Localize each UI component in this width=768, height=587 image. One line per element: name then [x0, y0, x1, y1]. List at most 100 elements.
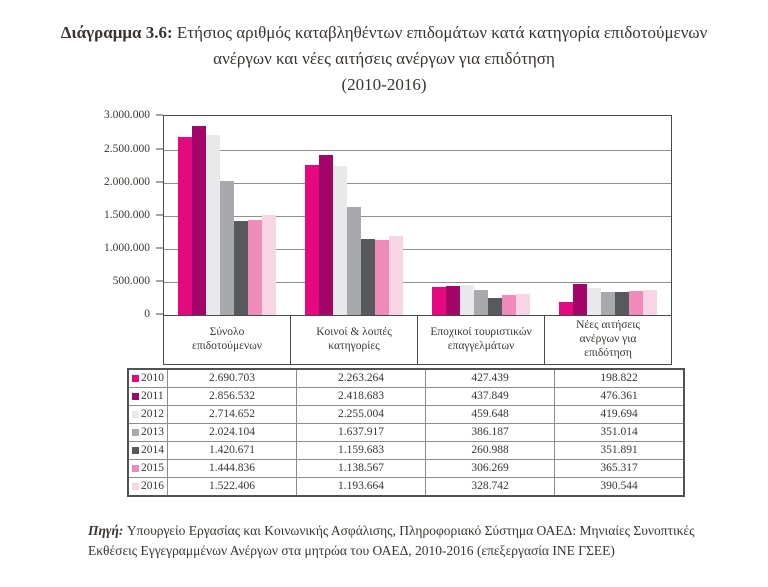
bar-group [291, 116, 418, 316]
gridline [164, 249, 671, 251]
value-cell: 2.263.264 [296, 368, 426, 388]
bar-2015 [628, 291, 643, 316]
bar-2013 [600, 292, 615, 316]
table-row: 2015 1.444.836 1.138.567 306.269 365.317 [127, 458, 685, 478]
plot-area [163, 115, 672, 317]
y-tick-label: 500.000 [112, 275, 150, 288]
legend-swatch [132, 464, 139, 472]
bar-2010 [305, 165, 320, 316]
value-cell: 2.024.104 [167, 422, 297, 442]
value-cell: 419.694 [554, 404, 685, 424]
value-cell: 2.714.652 [167, 404, 297, 424]
y-axis: 3.000.000 2.500.000 2.000.000 1.500.000 1.00… [88, 109, 163, 320]
legend-swatch [132, 392, 139, 400]
bar-2015 [501, 295, 516, 316]
bar-2014 [234, 221, 249, 316]
chart-title-label: Διάγραμμα 3.6: [60, 23, 177, 42]
table-row: 2012 2.714.652 2.255.004 459.648 419.694 [127, 404, 685, 424]
value-cell: 437.849 [425, 386, 555, 406]
y-tick-mark [156, 114, 163, 116]
table-row: 2010 2.690.703 2.263.264 427.439 198.822 [127, 368, 685, 388]
bar-2012 [206, 135, 221, 316]
bar-2014 [487, 298, 502, 316]
year-cell: 2012 [127, 404, 168, 424]
bar-2014 [361, 238, 376, 316]
value-cell: 1.444.836 [167, 458, 297, 478]
bar-2012 [586, 287, 601, 316]
bar-2016 [262, 214, 277, 316]
bar-2012 [459, 285, 474, 316]
year-label: 2014 [141, 444, 164, 457]
y-tick-label: 1.500.000 [104, 208, 150, 221]
value-cell: 365.317 [554, 458, 685, 478]
value-cell: 2.418.683 [296, 386, 426, 406]
legend-swatch [132, 428, 139, 436]
bar-2010 [431, 287, 446, 316]
bar-2014 [614, 292, 629, 316]
bar-2016 [642, 289, 657, 316]
value-cell: 386.187 [425, 422, 555, 442]
bar-2010 [558, 302, 573, 316]
value-cell: 1.138.567 [296, 458, 426, 478]
category-label: Νέες αιτήσεις ανέργων για επιδότηση [544, 316, 671, 364]
bar-2012 [333, 165, 348, 316]
bar-2016 [515, 293, 530, 316]
table-row: 2016 1.522.406 1.193.664 328.742 390.544 [127, 476, 685, 497]
y-tick-mark [156, 181, 163, 183]
bar-2011 [319, 155, 334, 316]
bar-2016 [389, 236, 404, 316]
bar-2011 [192, 126, 207, 316]
x-axis-categories: Σύνολο επιδοτούμενων Κοινοί & λοιπές κατη… [163, 316, 672, 365]
year-cell: 2016 [127, 476, 168, 497]
chart-row: 3.000.000 2.500.000 2.000.000 1.500.000 1.00… [88, 109, 768, 320]
year-cell: 2011 [127, 386, 168, 406]
value-cell: 459.648 [425, 404, 555, 424]
figure: 3.000.000 2.500.000 2.000.000 1.500.000 1.00… [88, 109, 768, 497]
year-cell: 2015 [127, 458, 168, 478]
y-tick-mark [156, 313, 163, 315]
y-tick-label: 0 [144, 308, 150, 321]
table-row: 2013 2.024.104 1.637.917 386.187 351.014 [127, 422, 685, 442]
bar-2013 [473, 289, 488, 316]
value-cell: 2.255.004 [296, 404, 426, 424]
gridline [164, 215, 671, 217]
legend-swatch [132, 482, 139, 490]
category-label: Σύνολο επιδοτούμενων [192, 326, 262, 353]
chart-title: Διάγραμμα 3.6: Ετήσιος αριθμός καταβληθέ… [56, 20, 712, 97]
category-label: Κοινοί & λοιπές κατηγορίες [290, 316, 417, 364]
bar-group [418, 116, 545, 316]
value-cell: 351.014 [554, 422, 685, 442]
value-cell: 351.891 [554, 440, 685, 460]
y-tick-mark [156, 148, 163, 150]
y-tick-mark [156, 247, 163, 249]
value-cell: 1.420.671 [167, 440, 297, 460]
table-row: 2014 1.420.671 1.159.683 260.988 351.891 [127, 440, 685, 460]
value-cell: 390.544 [554, 476, 685, 497]
year-cell: 2013 [127, 422, 168, 442]
bar-2015 [248, 219, 263, 316]
gridline [164, 149, 671, 151]
y-tick-mark [156, 280, 163, 282]
bar-2015 [375, 239, 390, 316]
year-label: 2016 [141, 480, 164, 493]
value-cell: 427.439 [425, 368, 555, 388]
value-cell: 1.159.683 [296, 440, 426, 460]
year-label: 2011 [141, 390, 164, 403]
value-cell: 2.690.703 [167, 368, 297, 388]
value-cell: 476.361 [554, 386, 685, 406]
gridline [164, 282, 671, 284]
legend-swatch [132, 410, 139, 418]
legend-swatch [132, 374, 139, 382]
category-label: Εποχικοί τουριστικών επαγγελμάτων [417, 316, 544, 364]
year-cell: 2014 [127, 440, 168, 460]
y-tick-label: 3.000.000 [104, 109, 150, 122]
gridline [164, 182, 671, 184]
bar-group [164, 116, 291, 316]
bar-2013 [347, 206, 362, 316]
document-page: Διάγραμμα 3.6: Ετήσιος αριθμός καταβληθέ… [0, 20, 768, 587]
y-tick-label: 1.000.000 [104, 242, 150, 255]
bar-2010 [178, 137, 193, 316]
value-cell: 1.637.917 [296, 422, 426, 442]
year-cell: 2010 [127, 368, 168, 388]
year-label: 2010 [141, 372, 164, 385]
